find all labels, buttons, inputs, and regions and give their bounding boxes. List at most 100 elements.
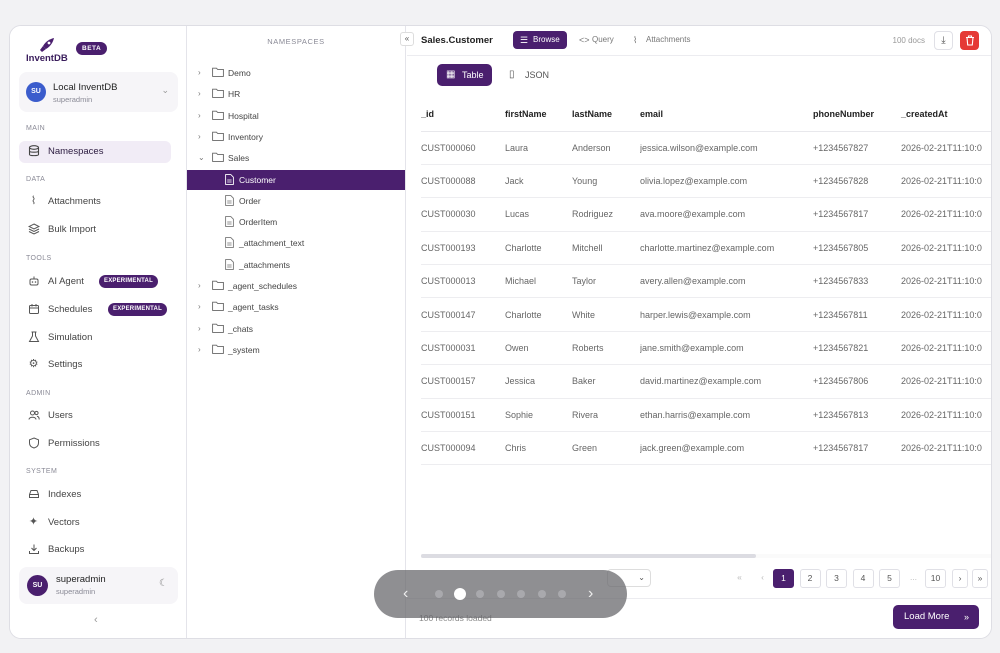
table-row[interactable]: CUST000013 Michael Taylor avery.allen@examp…	[421, 264, 991, 299]
sidebar-item-vectors[interactable]: ✦ Vectors	[19, 512, 171, 534]
table-row[interactable]: CUST000157 Jessica Baker david.martinez@exa…	[421, 364, 991, 399]
tree-folder[interactable]: › _agent_tasks	[187, 297, 405, 317]
user-menu[interactable]: SU superadmin superadmin ☾	[19, 567, 178, 604]
tab-attachments[interactable]: ⌇ Attachments	[626, 31, 697, 49]
tree-collection[interactable]: _attachment_text	[187, 233, 405, 253]
column-header[interactable]: firstName	[505, 97, 572, 132]
tree-collection[interactable]: OrderItem	[187, 212, 405, 232]
table-cell: 2026-02-21T11:10:0	[901, 297, 991, 332]
chevron-right-icon[interactable]: ›	[198, 302, 201, 312]
column-header[interactable]: _createdAt	[901, 97, 991, 132]
table-row[interactable]: CUST000147 Charlotte White harper.lewis@exa…	[421, 297, 991, 332]
table-cell: olivia.lopez@example.com	[640, 164, 813, 199]
view-table-button[interactable]: ▦ Table	[437, 64, 492, 86]
paperclip-icon: ⌇	[633, 35, 638, 45]
tab-browse[interactable]: ☰ Browse	[513, 31, 567, 49]
chevron-right-icon[interactable]: ›	[198, 281, 201, 290]
folder-icon	[212, 344, 224, 354]
sidebar-item-permissions[interactable]: Permissions	[19, 433, 171, 455]
sidebar-item-backups[interactable]: Backups	[19, 539, 171, 561]
sidebar-item-simulation[interactable]: Simulation	[19, 327, 171, 349]
chevron-right-icon[interactable]: ›	[198, 131, 201, 141]
sidebar-item-settings[interactable]: ⚙ Settings	[19, 354, 171, 376]
chevron-right-icon[interactable]: ›	[198, 323, 201, 333]
page-button[interactable]: 3	[826, 569, 847, 588]
tree-folder[interactable]: › Demo	[187, 63, 405, 83]
first-page-button[interactable]: «	[729, 569, 750, 588]
table-row[interactable]: CUST000193 Charlotte Mitchell charlotte.mar…	[421, 231, 991, 266]
horizontal-scrollbar[interactable]	[421, 554, 991, 558]
tree-folder[interactable]: › _agent_schedules	[187, 276, 405, 296]
table-row[interactable]: CUST000030 Lucas Rodriguez ava.moore@exampl…	[421, 197, 991, 232]
carousel-dot[interactable]	[435, 590, 443, 598]
tree-collection[interactable]: Order	[187, 191, 405, 211]
page-button[interactable]: 2	[799, 569, 821, 588]
carousel-dot[interactable]	[517, 590, 525, 598]
page-button[interactable]: 4	[852, 569, 874, 588]
chevron-down-icon[interactable]: ⌄	[198, 153, 205, 163]
sidebar-item-indexes[interactable]: Indexes	[19, 484, 171, 506]
sidebar-item-schedules[interactable]: Schedules EXPERIMENTAL	[19, 299, 171, 321]
chevron-right-icon[interactable]: ›	[198, 110, 201, 120]
tree-folder[interactable]: › Hospital	[187, 106, 405, 126]
download-icon	[27, 543, 40, 556]
tree-folder[interactable]: › _chats	[187, 319, 405, 339]
column-header[interactable]: phoneNumber	[813, 97, 901, 132]
view-json-button[interactable]: ▯ JSON	[500, 64, 557, 86]
download-button[interactable]: ⤓	[934, 31, 953, 50]
column-header[interactable]: email	[640, 97, 813, 132]
chevron-right-icon[interactable]: ›	[198, 68, 201, 77]
chevron-right-icon[interactable]: ›	[198, 89, 201, 99]
table-cell: CUST000151	[421, 398, 505, 433]
table-cell: 2026-02-21T11:10:0	[901, 364, 991, 399]
database-selector[interactable]: SU Local InventDB superadmin ⌄	[19, 72, 178, 112]
tree-collection[interactable]: Customer	[187, 169, 405, 190]
tree-folder[interactable]: › _system	[187, 340, 405, 360]
tree-collection[interactable]: _attachments	[187, 255, 405, 275]
page-button[interactable]: 10	[925, 569, 946, 588]
carousel-next-icon[interactable]: ›	[588, 585, 594, 602]
prev-page-button[interactable]: ‹	[752, 569, 773, 588]
next-page-button[interactable]: ›	[952, 569, 968, 588]
last-page-button[interactable]: »	[972, 569, 988, 588]
collapse-tree-icon[interactable]: «	[400, 32, 414, 46]
sidebar-item-namespaces[interactable]: Namespaces	[19, 141, 171, 163]
table-row[interactable]: CUST000088 Jack Young olivia.lopez@example.…	[421, 164, 991, 199]
column-header[interactable]: lastName	[572, 97, 640, 132]
tab-label: Browse	[533, 35, 560, 44]
folder-icon	[212, 131, 224, 141]
carousel-prev-icon[interactable]: ‹	[403, 585, 409, 602]
tree-item-label: _system	[228, 344, 260, 355]
carousel-dot[interactable]	[537, 590, 546, 598]
page-button[interactable]: 5	[879, 569, 900, 588]
theme-toggle-moon-icon[interactable]: ☾	[159, 578, 168, 589]
table-row[interactable]: CUST000094 Chris Green jack.green@example.c…	[421, 431, 991, 466]
page-button[interactable]: 1	[773, 569, 794, 588]
folder-icon	[212, 302, 224, 312]
carousel-dot[interactable]	[476, 590, 484, 598]
load-more-button[interactable]: Load More »	[893, 605, 979, 629]
collapse-sidebar-chevron-icon[interactable]: ‹	[94, 614, 98, 626]
sidebar-item-users[interactable]: Users	[19, 405, 171, 427]
delete-button[interactable]	[960, 31, 979, 50]
tree-folder[interactable]: › HR	[187, 84, 405, 104]
carousel-dot[interactable]	[558, 590, 566, 598]
tree-item-label: _attachments	[239, 259, 291, 270]
carousel-dot[interactable]	[453, 588, 466, 600]
table-cell: +1234567821	[813, 331, 901, 366]
tab-query[interactable]: <> Query	[572, 31, 621, 49]
sidebar-item-bulk-import[interactable]: Bulk Import	[19, 219, 171, 241]
column-header[interactable]: _id	[421, 97, 505, 132]
table-row[interactable]: CUST000151 Sophie Rivera ethan.harris@examp…	[421, 398, 991, 433]
chevron-right-icon[interactable]: ›	[198, 344, 201, 354]
sidebar-item-ai-agent[interactable]: AI Agent EXPERIMENTAL	[19, 271, 171, 293]
scrollbar-thumb[interactable]	[421, 554, 756, 558]
tree-folder[interactable]: › Inventory	[187, 127, 405, 147]
table-row[interactable]: CUST000031 Owen Roberts jane.smith@example.…	[421, 331, 991, 366]
carousel-dot[interactable]	[496, 590, 505, 598]
tree-folder[interactable]: ⌄ Sales	[187, 148, 405, 168]
table-cell: avery.allen@example.com	[640, 264, 813, 299]
table-row[interactable]: CUST000060 Laura Anderson jessica.wilson@ex…	[421, 131, 991, 165]
sidebar-item-attachments[interactable]: ⌇ Attachments	[19, 191, 171, 213]
table-cell: 2026-02-21T11:10:0	[901, 231, 991, 266]
